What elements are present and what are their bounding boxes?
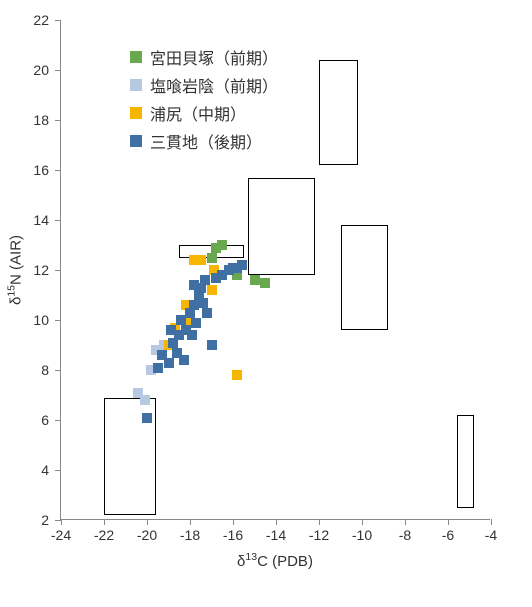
x-tick: [147, 519, 148, 525]
legend-label: 三貫地（後期）: [150, 129, 262, 153]
y-axis-label: δ15N (AIR): [6, 235, 25, 305]
y-tick: [55, 170, 61, 171]
x-tick-label: -20: [137, 527, 157, 543]
y-tick-label: 4: [41, 462, 49, 478]
x-tick: [61, 519, 62, 525]
y-tick-label: 18: [33, 112, 49, 128]
legend-swatch: [130, 107, 142, 119]
data-point-sanganji: [191, 318, 201, 328]
data-point-sanganji: [166, 325, 176, 335]
data-point-sanganji: [153, 363, 163, 373]
legend-swatch: [130, 135, 142, 147]
x-tick: [276, 519, 277, 525]
x-tick-label: -14: [266, 527, 286, 543]
data-point-urajiri: [232, 370, 242, 380]
x-tick: [362, 519, 363, 525]
isotope-scatter-chart: -24-22-20-18-16-14-12-10-8-6-42468101214…: [60, 20, 490, 520]
y-tick: [55, 220, 61, 221]
x-tick: [319, 519, 320, 525]
x-tick-label: -8: [399, 527, 411, 543]
data-point-miyata: [207, 253, 217, 263]
legend-item-urajiri: 浦尻（中期）: [130, 101, 278, 125]
y-tick: [55, 470, 61, 471]
data-point-sanganji: [142, 413, 152, 423]
y-tick-label: 2: [41, 512, 49, 528]
y-tick: [55, 270, 61, 271]
x-tick-label: -4: [485, 527, 497, 543]
y-tick: [55, 520, 61, 521]
reference-box: [457, 415, 474, 508]
data-point-sanganji: [198, 298, 208, 308]
data-point-sanganji: [237, 260, 247, 270]
legend: 宮田貝塚（前期） 塩喰岩陰（前期） 浦尻（中期） 三貫地（後期）: [130, 45, 278, 157]
data-point-sanganji: [179, 355, 189, 365]
x-tick-label: -12: [309, 527, 329, 543]
legend-item-miyata: 宮田貝塚（前期）: [130, 45, 278, 69]
data-point-shiokui: [133, 388, 143, 398]
x-tick: [491, 519, 492, 525]
x-tick-label: -24: [51, 527, 71, 543]
data-point-sanganji: [164, 358, 174, 368]
x-tick: [233, 519, 234, 525]
y-tick: [55, 320, 61, 321]
data-point-urajiri: [189, 255, 199, 265]
y-tick: [55, 370, 61, 371]
x-tick-label: -10: [352, 527, 372, 543]
y-tick-label: 6: [41, 412, 49, 428]
y-tick: [55, 70, 61, 71]
data-point-sanganji: [187, 330, 197, 340]
legend-label: 塩喰岩陰（前期）: [150, 73, 278, 97]
y-tick: [55, 420, 61, 421]
x-tick: [448, 519, 449, 525]
legend-swatch: [130, 79, 142, 91]
data-point-miyata: [217, 240, 227, 250]
x-tick-label: -6: [442, 527, 454, 543]
x-tick: [190, 519, 191, 525]
y-tick-label: 12: [33, 262, 49, 278]
legend-label: 宮田貝塚（前期）: [150, 45, 278, 69]
x-tick-label: -18: [180, 527, 200, 543]
reference-box: [341, 225, 388, 330]
y-tick-label: 16: [33, 162, 49, 178]
y-tick-label: 8: [41, 362, 49, 378]
x-tick: [405, 519, 406, 525]
x-tick-label: -16: [223, 527, 243, 543]
y-tick-label: 20: [33, 62, 49, 78]
data-point-sanganji: [202, 308, 212, 318]
y-tick: [55, 20, 61, 21]
data-point-miyata: [260, 278, 270, 288]
data-point-miyata: [250, 275, 260, 285]
data-point-sanganji: [207, 340, 217, 350]
x-tick-label: -22: [94, 527, 114, 543]
y-tick: [55, 120, 61, 121]
legend-swatch: [130, 51, 142, 63]
y-tick-label: 10: [33, 312, 49, 328]
data-point-sanganji: [189, 280, 199, 290]
legend-label: 浦尻（中期）: [150, 101, 246, 125]
reference-box: [248, 178, 315, 276]
x-axis-label: δ13C (PDB): [237, 551, 313, 570]
y-tick-label: 14: [33, 212, 49, 228]
reference-box: [319, 60, 358, 165]
data-point-urajiri: [207, 285, 217, 295]
legend-item-sanganji: 三貫地（後期）: [130, 129, 278, 153]
legend-item-shiokui: 塩喰岩陰（前期）: [130, 73, 278, 97]
x-tick: [104, 519, 105, 525]
y-tick-label: 22: [33, 12, 49, 28]
data-point-sanganji: [200, 275, 210, 285]
